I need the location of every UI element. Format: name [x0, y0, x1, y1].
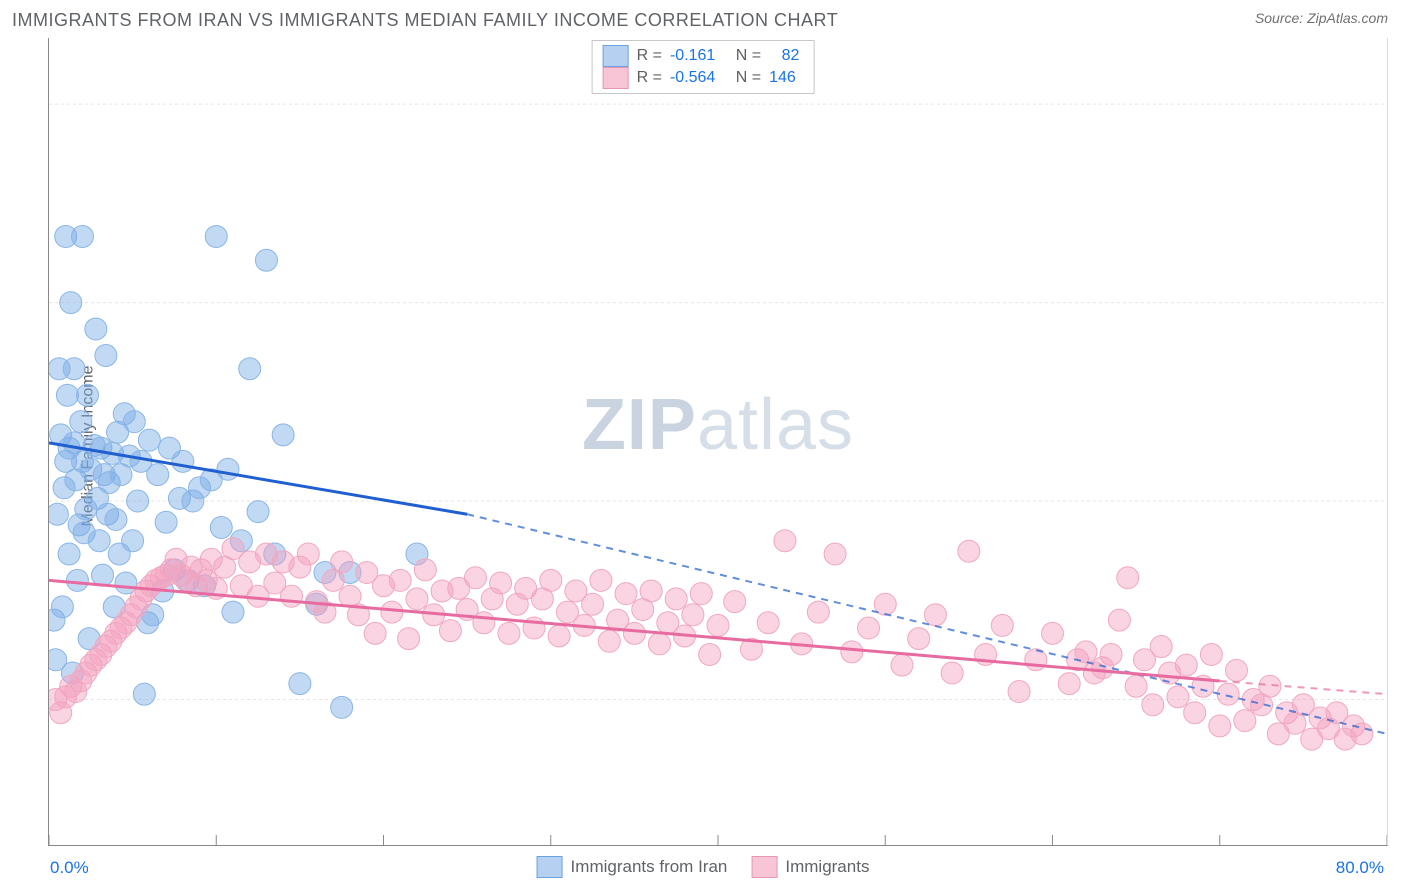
source-prefix: Source: — [1255, 10, 1307, 26]
legend-item-all: Immigrants — [751, 856, 869, 878]
r-value-iran: -0.161 — [670, 47, 715, 65]
chart-plot-area: ZIPatlas $75,000$150,000$225,000$300,000 — [48, 38, 1388, 846]
r-label: R = — [637, 47, 662, 65]
swatch-blue-icon — [537, 856, 563, 878]
n-value-iran: 82 — [782, 47, 800, 65]
chart-header: IMMIGRANTS FROM IRAN VS IMMIGRANTS MEDIA… — [0, 0, 1406, 37]
swatch-pink-icon — [603, 67, 629, 89]
x-axis-max-label: 80.0% — [1336, 858, 1384, 878]
legend-label-iran: Immigrants from Iran — [571, 857, 728, 877]
correlation-row-iran: R = -0.161 N = 82 — [603, 45, 800, 67]
chart-title: IMMIGRANTS FROM IRAN VS IMMIGRANTS MEDIA… — [12, 10, 838, 31]
source-attribution: Source: ZipAtlas.com — [1255, 10, 1388, 26]
chart-svg — [49, 38, 1387, 845]
swatch-blue-icon — [603, 45, 629, 67]
legend-item-iran: Immigrants from Iran — [537, 856, 728, 878]
n-label: N = — [736, 69, 761, 87]
source-name: ZipAtlas.com — [1307, 10, 1388, 26]
swatch-pink-icon — [751, 856, 777, 878]
r-value-all: -0.564 — [670, 69, 715, 87]
n-value-all: 146 — [769, 69, 796, 87]
x-axis-min-label: 0.0% — [50, 858, 89, 878]
r-label: R = — [637, 69, 662, 87]
correlation-row-all: R = -0.564 N = 146 — [603, 67, 800, 89]
correlation-legend: R = -0.161 N = 82 R = -0.564 N = 146 — [592, 40, 815, 94]
series-legend: Immigrants from Iran Immigrants — [537, 856, 870, 878]
legend-label-all: Immigrants — [785, 857, 869, 877]
n-label: N = — [736, 47, 761, 65]
